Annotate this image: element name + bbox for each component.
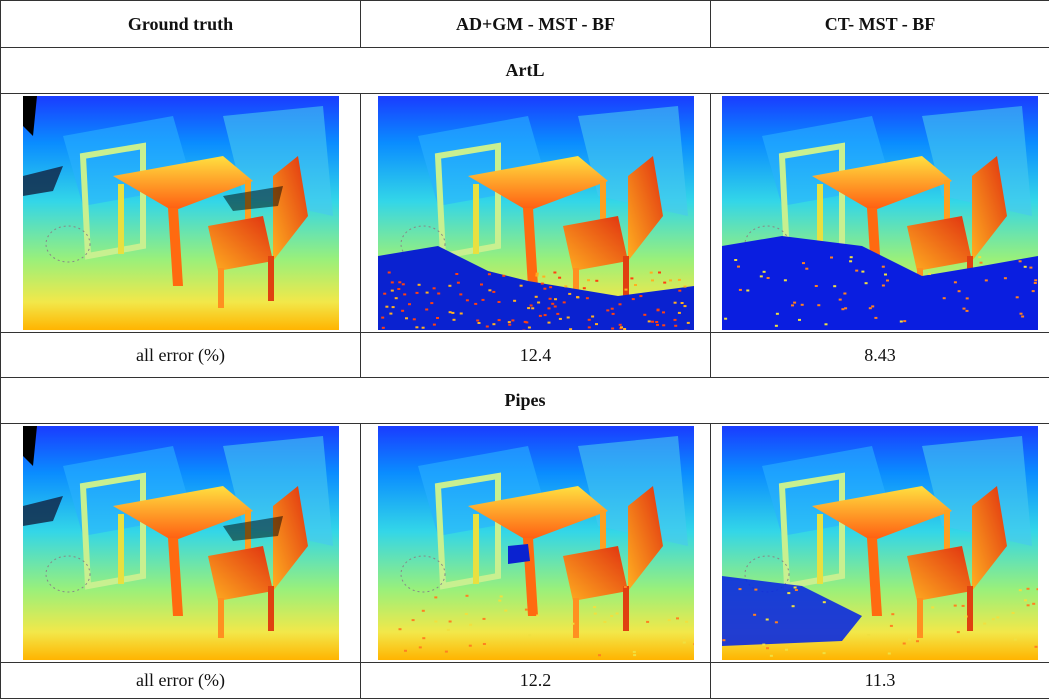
depth-map bbox=[22, 426, 339, 660]
image-cell bbox=[710, 423, 1049, 663]
image-cell bbox=[0, 423, 361, 663]
header-cell: Ground truth bbox=[0, 0, 361, 48]
error-label: all error (%) bbox=[0, 332, 361, 378]
header-cell: AD+GM - MST - BF bbox=[360, 0, 711, 48]
header-row: Ground truth AD+GM - MST - BF CT- MST - … bbox=[0, 0, 1049, 48]
image-row bbox=[0, 93, 1049, 333]
depth-map bbox=[377, 96, 694, 330]
error-value: 8.43 bbox=[710, 332, 1049, 378]
section-row: Pipes bbox=[0, 377, 1049, 424]
depth-map bbox=[22, 96, 339, 330]
image-cell bbox=[360, 93, 711, 333]
image-cell bbox=[710, 93, 1049, 333]
error-value: 12.2 bbox=[360, 662, 711, 699]
depth-map bbox=[722, 96, 1038, 330]
section-row: ArtL bbox=[0, 47, 1049, 94]
image-cell bbox=[0, 93, 361, 333]
error-label: all error (%) bbox=[0, 662, 361, 699]
error-row: all error (%) 12.2 11.3 bbox=[0, 662, 1049, 699]
image-row bbox=[0, 423, 1049, 663]
error-row: all error (%) 12.4 8.43 bbox=[0, 332, 1049, 378]
section-title: Pipes bbox=[0, 377, 1049, 424]
error-value: 12.4 bbox=[360, 332, 711, 378]
header-cell: CT- MST - BF bbox=[710, 0, 1049, 48]
depth-map bbox=[722, 426, 1038, 660]
image-cell bbox=[360, 423, 711, 663]
depth-map bbox=[377, 426, 694, 660]
section-title: ArtL bbox=[0, 47, 1049, 94]
error-value: 11.3 bbox=[710, 662, 1049, 699]
